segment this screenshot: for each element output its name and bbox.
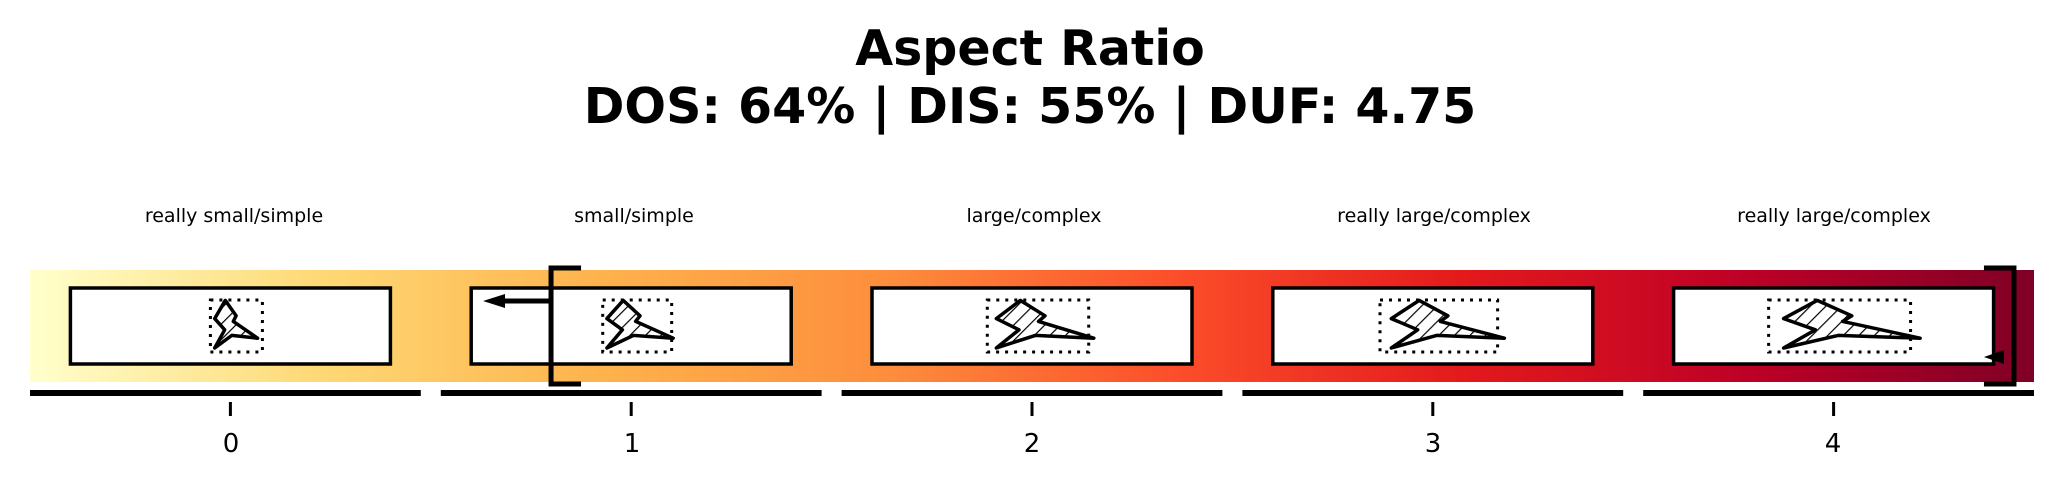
tick-label-3: 3 bbox=[1424, 429, 1442, 459]
tick-label-2: 2 bbox=[1023, 429, 1041, 459]
tick-label-4: 4 bbox=[1824, 429, 1842, 459]
shape-glyph-2 bbox=[994, 298, 1096, 350]
chart-title: Aspect Ratio bbox=[855, 20, 1205, 77]
left-arrow-head bbox=[483, 294, 506, 308]
level-label-1: small/simple bbox=[574, 205, 694, 227]
right-bracket bbox=[1983, 265, 2017, 387]
level-label-2: large/complex bbox=[966, 205, 1102, 227]
level-label-3: really large/complex bbox=[1337, 205, 1531, 227]
bounding-box-4 bbox=[1767, 298, 1913, 354]
left-bracket bbox=[548, 265, 582, 387]
level-label-4: really large/complex bbox=[1737, 205, 1931, 227]
shape-glyph-4 bbox=[1781, 298, 1922, 350]
bounding-box-0 bbox=[208, 298, 264, 354]
shape-glyph-3 bbox=[1389, 298, 1507, 350]
tick-label-0: 0 bbox=[222, 429, 240, 459]
chart-subtitle: DOS: 64% | DIS: 55% | DUF: 4.75 bbox=[583, 78, 1477, 135]
right-arrow-head bbox=[1983, 350, 2004, 364]
bounding-box-1 bbox=[601, 298, 674, 354]
tick-label-1: 1 bbox=[623, 429, 641, 459]
bounding-box-2 bbox=[985, 298, 1091, 354]
shape-glyph-1 bbox=[605, 298, 675, 350]
shape-glyph-0 bbox=[212, 298, 260, 350]
level-label-0: really small/simple bbox=[144, 205, 324, 227]
